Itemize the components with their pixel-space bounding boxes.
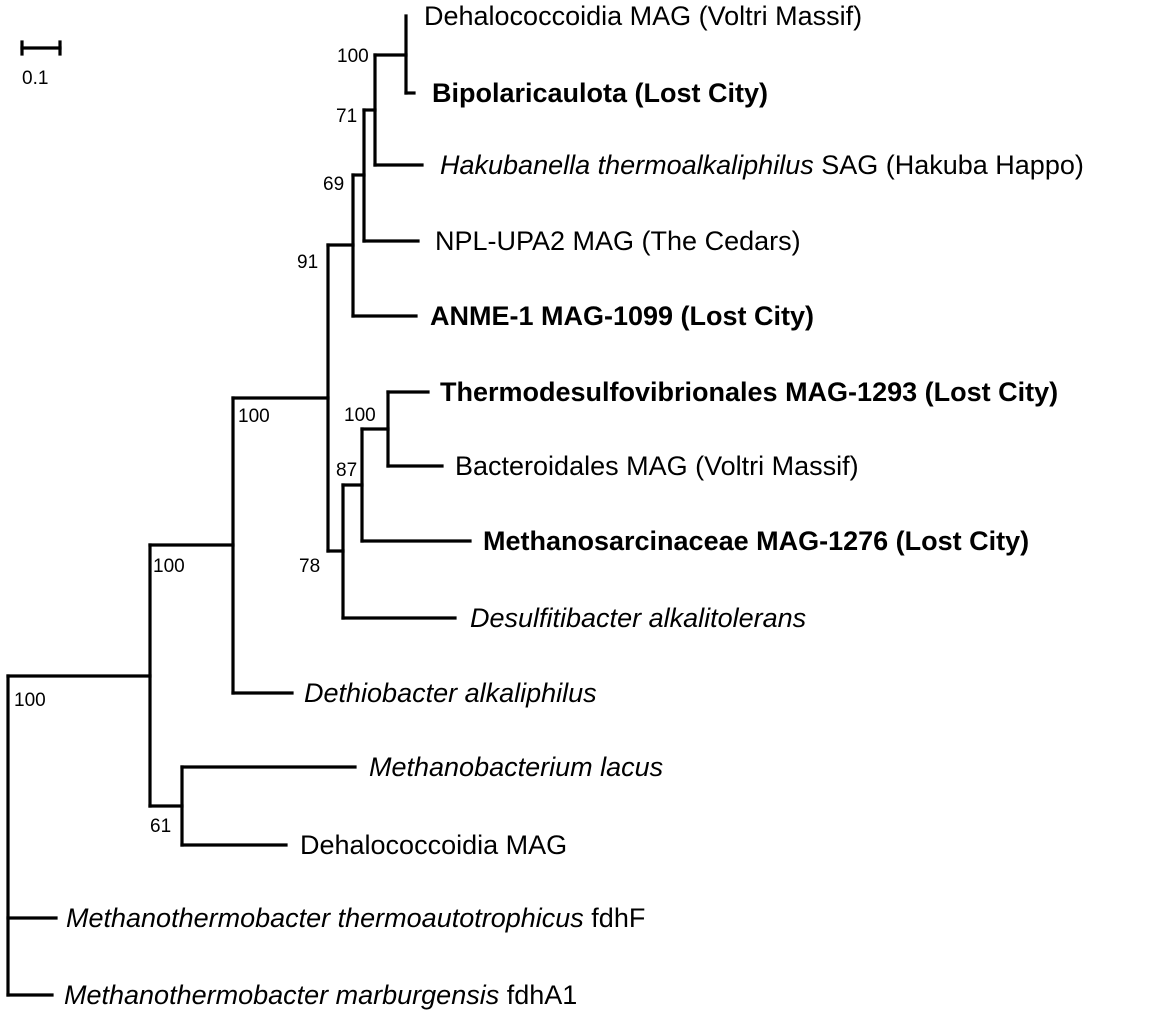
support-value: 100 bbox=[14, 690, 46, 711]
support-value: 87 bbox=[336, 460, 357, 481]
support-values: 100 71 69 91 100 87 78 100 100 61 100 bbox=[14, 46, 376, 837]
leaf-label-methanobacterium: Methanobacterium lacus bbox=[369, 752, 663, 782]
leaf-label-segment: Thermodesulfovibrionales MAG-1293 (Lost … bbox=[440, 377, 1058, 407]
leaf-label-segment: NPL-UPA2 MAG (The Cedars) bbox=[435, 226, 801, 256]
support-value: 69 bbox=[323, 174, 344, 195]
support-value: 71 bbox=[336, 106, 357, 127]
support-value: 91 bbox=[297, 252, 318, 273]
leaf-label-dehalo-mag: Dehalococcoidia MAG bbox=[300, 830, 567, 860]
leaf-label-dethiobacter: Dethiobacter alkaliphilus bbox=[304, 678, 597, 708]
leaf-label-segment: Methanosarcinaceae MAG-1276 (Lost City) bbox=[483, 526, 1029, 556]
support-value: 100 bbox=[238, 406, 270, 427]
support-value: 100 bbox=[337, 46, 369, 67]
leaf-label-segment: Dethiobacter alkaliphilus bbox=[304, 678, 597, 708]
support-value: 78 bbox=[299, 556, 320, 577]
leaf-label-segment: Methanothermobacter thermoautotrophicus bbox=[66, 903, 584, 933]
tree-branches bbox=[6, 14, 472, 997]
leaf-label-anme1: ANME-1 MAG-1099 (Lost City) bbox=[430, 301, 814, 331]
leaf-label-hakubanella: Hakubanella thermoalkaliphilus SAG (Haku… bbox=[440, 150, 1084, 180]
leaf-label-segment: fdhA1 bbox=[499, 980, 577, 1010]
leaf-label-segment: Methanobacterium lacus bbox=[369, 752, 663, 782]
leaf-label-segment: Dehalococcoidia MAG bbox=[300, 830, 567, 860]
leaf-label-segment: Bipolaricaulota (Lost City) bbox=[432, 78, 768, 108]
leaf-label-methanosarcinaceae: Methanosarcinaceae MAG-1276 (Lost City) bbox=[483, 526, 1029, 556]
leaf-label-segment: Dehalococcoidia MAG (Voltri Massif) bbox=[424, 1, 862, 31]
leaf-label-dehalo-voltri: Dehalococcoidia MAG (Voltri Massif) bbox=[424, 1, 862, 31]
leaf-labels: Dehalococcoidia MAG (Voltri Massif) Bipol… bbox=[64, 1, 1084, 1010]
leaf-label-segment: Hakubanella thermoalkaliphilus bbox=[440, 150, 814, 180]
leaf-label-segment: Desulfitibacter alkalitolerans bbox=[470, 603, 806, 633]
leaf-label-mth-marb: Methanothermobacter marburgensis fdhA1 bbox=[64, 980, 577, 1010]
leaf-label-bacteroidales: Bacteroidales MAG (Voltri Massif) bbox=[455, 451, 859, 481]
leaf-label-desulfitibacter: Desulfitibacter alkalitolerans bbox=[470, 603, 806, 633]
leaf-label-segment: Methanothermobacter marburgensis bbox=[64, 980, 499, 1010]
leaf-label-segment: fdhF bbox=[584, 903, 646, 933]
leaf-label-segment: SAG (Hakuba Happo) bbox=[814, 150, 1084, 180]
scale-bar-label: 0.1 bbox=[22, 68, 48, 89]
leaf-label-bipolaricaulota: Bipolaricaulota (Lost City) bbox=[432, 78, 768, 108]
leaf-label-mth-thermo: Methanothermobacter thermoautotrophicus … bbox=[66, 903, 645, 933]
scale-bar: 0.1 bbox=[20, 40, 62, 89]
support-value: 100 bbox=[153, 556, 185, 577]
leaf-label-npl-upa2: NPL-UPA2 MAG (The Cedars) bbox=[435, 226, 801, 256]
support-value: 61 bbox=[150, 816, 171, 837]
leaf-label-segment: Bacteroidales MAG (Voltri Massif) bbox=[455, 451, 859, 481]
leaf-label-segment: ANME-1 MAG-1099 (Lost City) bbox=[430, 301, 814, 331]
support-value: 100 bbox=[344, 405, 376, 426]
leaf-label-thermodesulfo: Thermodesulfovibrionales MAG-1293 (Lost … bbox=[440, 377, 1058, 407]
